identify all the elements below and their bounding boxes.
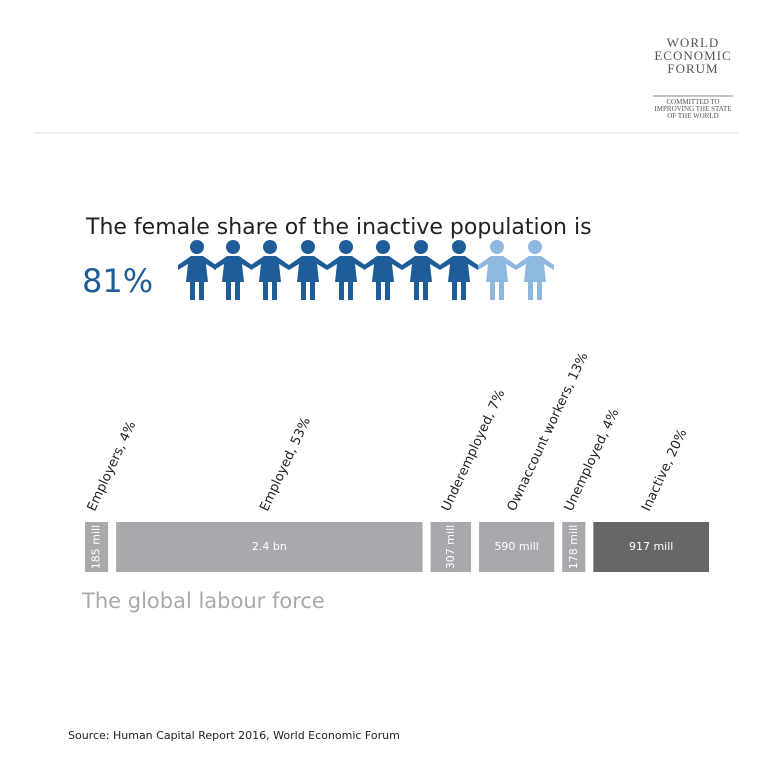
chart-subtitle: The global labour force [81, 589, 325, 613]
person-icon [516, 240, 554, 300]
category-label: Inactive, 20% [639, 427, 690, 514]
person-icon [402, 240, 440, 300]
labour-bars: 185 mill Employers, 4% 2.4 bn Employed, 53%… [85, 350, 709, 572]
bar-segment [85, 522, 109, 572]
logo-line: FORUM [667, 61, 718, 76]
bar-segment [479, 522, 555, 572]
count-label: 917 mill [629, 540, 673, 553]
person-icon [327, 240, 365, 300]
category-label: Employers, 4% [85, 419, 140, 514]
source: Source: Human Capital Report 2016, World… [68, 729, 400, 742]
bar-segment [430, 522, 472, 572]
person-icon [440, 240, 478, 300]
count-label: 2.4 bn [252, 540, 287, 553]
count-label: 178 mill [567, 525, 580, 569]
bar-segment [116, 522, 423, 572]
logo: WORLD ECONOMIC FORUM COMMITTED TO IMPROV… [653, 35, 733, 120]
category-label: Unemployed, 4% [562, 407, 623, 514]
headline: The female share of the inactive populat… [85, 215, 592, 240]
person-icon [251, 240, 289, 300]
logo-tagline: IMPROVING THE STATE [654, 105, 731, 113]
logo-tagline: OF THE WORLD [667, 112, 718, 120]
share-value: 81% [82, 262, 153, 300]
category-label: Employed, 53% [257, 415, 314, 514]
logo-line: WORLD [667, 35, 720, 50]
bar-segment [593, 522, 709, 572]
person-icon [214, 240, 252, 300]
person-icon [364, 240, 402, 300]
people-icons [178, 240, 554, 300]
category-label: Underemployed, 7% [439, 387, 509, 513]
person-icon [178, 240, 216, 300]
logo-line: ECONOMIC [654, 48, 731, 63]
count-label: 590 mill [494, 540, 538, 553]
bar-segment [562, 522, 586, 572]
count-label: 185 mill [90, 525, 103, 569]
logo-tagline: COMMITTED TO [666, 98, 719, 106]
person-icon [478, 240, 516, 300]
count-label: 307 mill [444, 525, 457, 569]
person-icon [289, 240, 327, 300]
